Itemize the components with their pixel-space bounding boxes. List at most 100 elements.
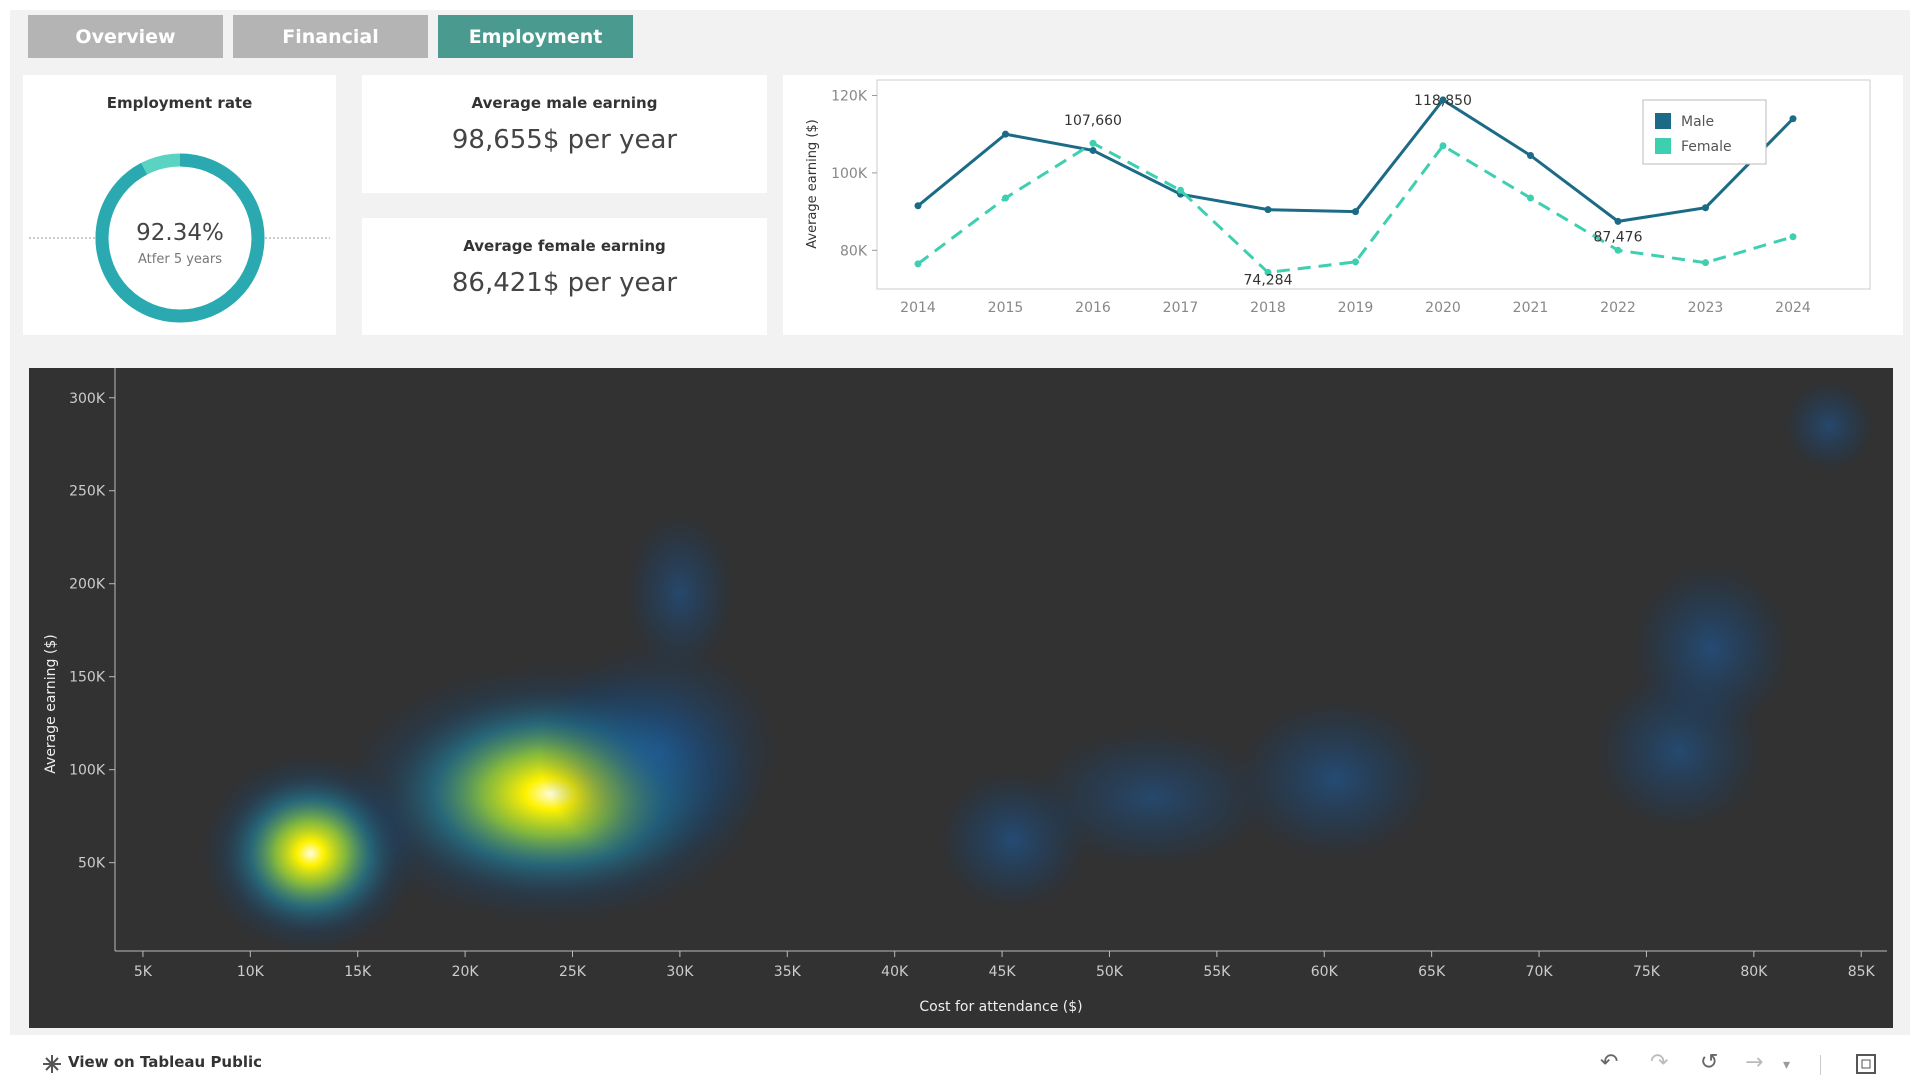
x-tick-label: 75K [1633, 964, 1661, 980]
tab-overview[interactable]: Overview [28, 15, 223, 58]
fullscreen-icon[interactable] [1855, 1053, 1877, 1075]
x-axis-label: Cost for attendance ($) [919, 999, 1082, 1015]
data-point-female [1439, 142, 1447, 150]
x-tick-label: 2020 [1425, 300, 1461, 316]
legend-label-male: Male [1681, 114, 1714, 130]
y-tick-label: 50K [78, 856, 106, 872]
data-point-female [1177, 186, 1184, 194]
x-tick-label: 2018 [1250, 300, 1286, 316]
employment-rate-caption: Atfer 5 years [138, 252, 222, 267]
density-hotspot [1032, 727, 1273, 868]
x-tick-label: 60K [1311, 964, 1339, 980]
male-earning-value: 98,655$ per year [451, 125, 678, 155]
density-hotspot [624, 513, 735, 674]
x-tick-label: 15K [344, 964, 372, 980]
data-label: 74,284 [1244, 272, 1293, 288]
male-earning-card: Average male earning 98,655$ per year [362, 75, 767, 193]
data-point-male [1614, 217, 1622, 225]
x-tick-label: 70K [1526, 964, 1554, 980]
x-tick-label: 55K [1203, 964, 1231, 980]
x-tick-label: 30K [666, 964, 694, 980]
data-point-male [1264, 206, 1272, 214]
share-icon[interactable]: → [1745, 1050, 1764, 1075]
data-point-female [1089, 139, 1097, 147]
data-point-male [1089, 146, 1097, 154]
data-point-female [1264, 268, 1272, 276]
y-tick-label: 300K [69, 391, 106, 407]
heatmap-panel: 50K 100K 150K 200K 250K 300K 5K 10K 15K 20K 25K 30K… [29, 368, 1893, 1028]
data-point-male [1702, 204, 1709, 212]
data-point-female [914, 260, 922, 268]
density-hotspot [1630, 563, 1791, 734]
data-point-male [914, 202, 922, 210]
y-tick-label: 100K [69, 763, 106, 779]
x-tick-label: 20K [452, 964, 480, 980]
data-point-female [1002, 194, 1009, 202]
female-earning-value: 86,421$ per year [451, 268, 678, 298]
y-tick-label: 150K [69, 670, 106, 686]
legend-label-female: Female [1681, 139, 1732, 155]
y-tick-label: 200K [69, 577, 106, 593]
data-point-female [1702, 259, 1709, 267]
data-point-female [1352, 258, 1359, 266]
data-point-male [1527, 151, 1534, 159]
redo-icon[interactable]: ↷ [1650, 1050, 1669, 1075]
y-tick-label: 250K [69, 484, 106, 500]
donut-background [102, 160, 258, 316]
series-line-female [917, 141, 1794, 274]
employment-rate-title: Employment rate [106, 94, 253, 112]
legend-swatch-female [1655, 138, 1671, 154]
employment-rate-donut: 92.34% Atfer 5 years [29, 153, 330, 323]
data-point-male [1439, 96, 1447, 104]
density-hotspot [538, 641, 779, 862]
x-tick-label: 85K [1848, 964, 1876, 980]
data-point-male [1789, 115, 1797, 123]
y-axis-label: Average earning ($) [43, 634, 59, 773]
x-tick-label: 25K [559, 964, 587, 980]
data-point-female [1614, 246, 1622, 254]
toolbar-divider [1820, 1055, 1821, 1075]
employment-rate-value: 92.34% [136, 220, 224, 246]
x-tick-label: 80K [1740, 964, 1768, 980]
x-tick-label: 2015 [988, 300, 1024, 316]
data-label: 118,850 [1414, 93, 1472, 109]
tableau-logo-icon[interactable] [41, 1053, 63, 1075]
data-point-female [1527, 194, 1534, 202]
female-earning-card: Average female earning 86,421$ per year [362, 218, 767, 335]
earnings-line-chart: 80K 100K 120K 2014 2015 2016 2017 2018 2019 2020 2… [805, 79, 1871, 316]
x-tick-label: 45K [989, 964, 1017, 980]
x-tick-label: 2017 [1163, 300, 1199, 316]
y-tick-label: 100K [831, 166, 868, 182]
x-tick-label: 5K [134, 964, 153, 980]
undo-icon[interactable]: ↶ [1600, 1050, 1619, 1075]
data-label: 87,476 [1594, 229, 1643, 245]
x-tick-label: 65K [1418, 964, 1446, 980]
tab-employment[interactable]: Employment [438, 15, 633, 58]
x-tick-label: 2021 [1513, 300, 1549, 316]
x-tick-label: 35K [774, 964, 802, 980]
legend-swatch-male [1655, 113, 1671, 129]
data-label: 107,660 [1064, 113, 1122, 129]
revert-icon[interactable]: ↺ [1700, 1050, 1719, 1075]
y-tick-label: 120K [831, 88, 868, 104]
tab-financial[interactable]: Financial [233, 15, 428, 58]
chevron-down-icon[interactable]: ▾ [1783, 1057, 1791, 1073]
density-hotspot [1234, 698, 1435, 859]
x-tick-label: 2016 [1075, 300, 1111, 316]
x-tick-label: 2022 [1600, 300, 1636, 316]
dashboard: Overview Financial Employment Employment… [10, 10, 1910, 1035]
male-earning-title: Average male earning [471, 94, 658, 112]
data-point-male [1352, 208, 1359, 216]
employment-rate-card: Employment rate 92.34% Atfer 5 years [23, 75, 336, 335]
x-tick-label: 40K [881, 964, 909, 980]
earnings-density-heatmap: 50K 100K 150K 200K 250K 300K 5K 10K 15K 20K 25K 30K… [43, 368, 1887, 1015]
view-on-tableau-link[interactable]: View on Tableau Public [68, 1053, 263, 1071]
x-tick-label: 2014 [900, 300, 936, 316]
density-hotspot [1784, 380, 1875, 471]
y-tick-label: 80K [840, 243, 868, 259]
female-earning-title: Average female earning [463, 237, 666, 255]
data-point-female [1789, 233, 1797, 241]
donut-rate-arc [95, 153, 265, 323]
x-tick-label: 2019 [1338, 300, 1374, 316]
x-tick-label: 2023 [1688, 300, 1724, 316]
